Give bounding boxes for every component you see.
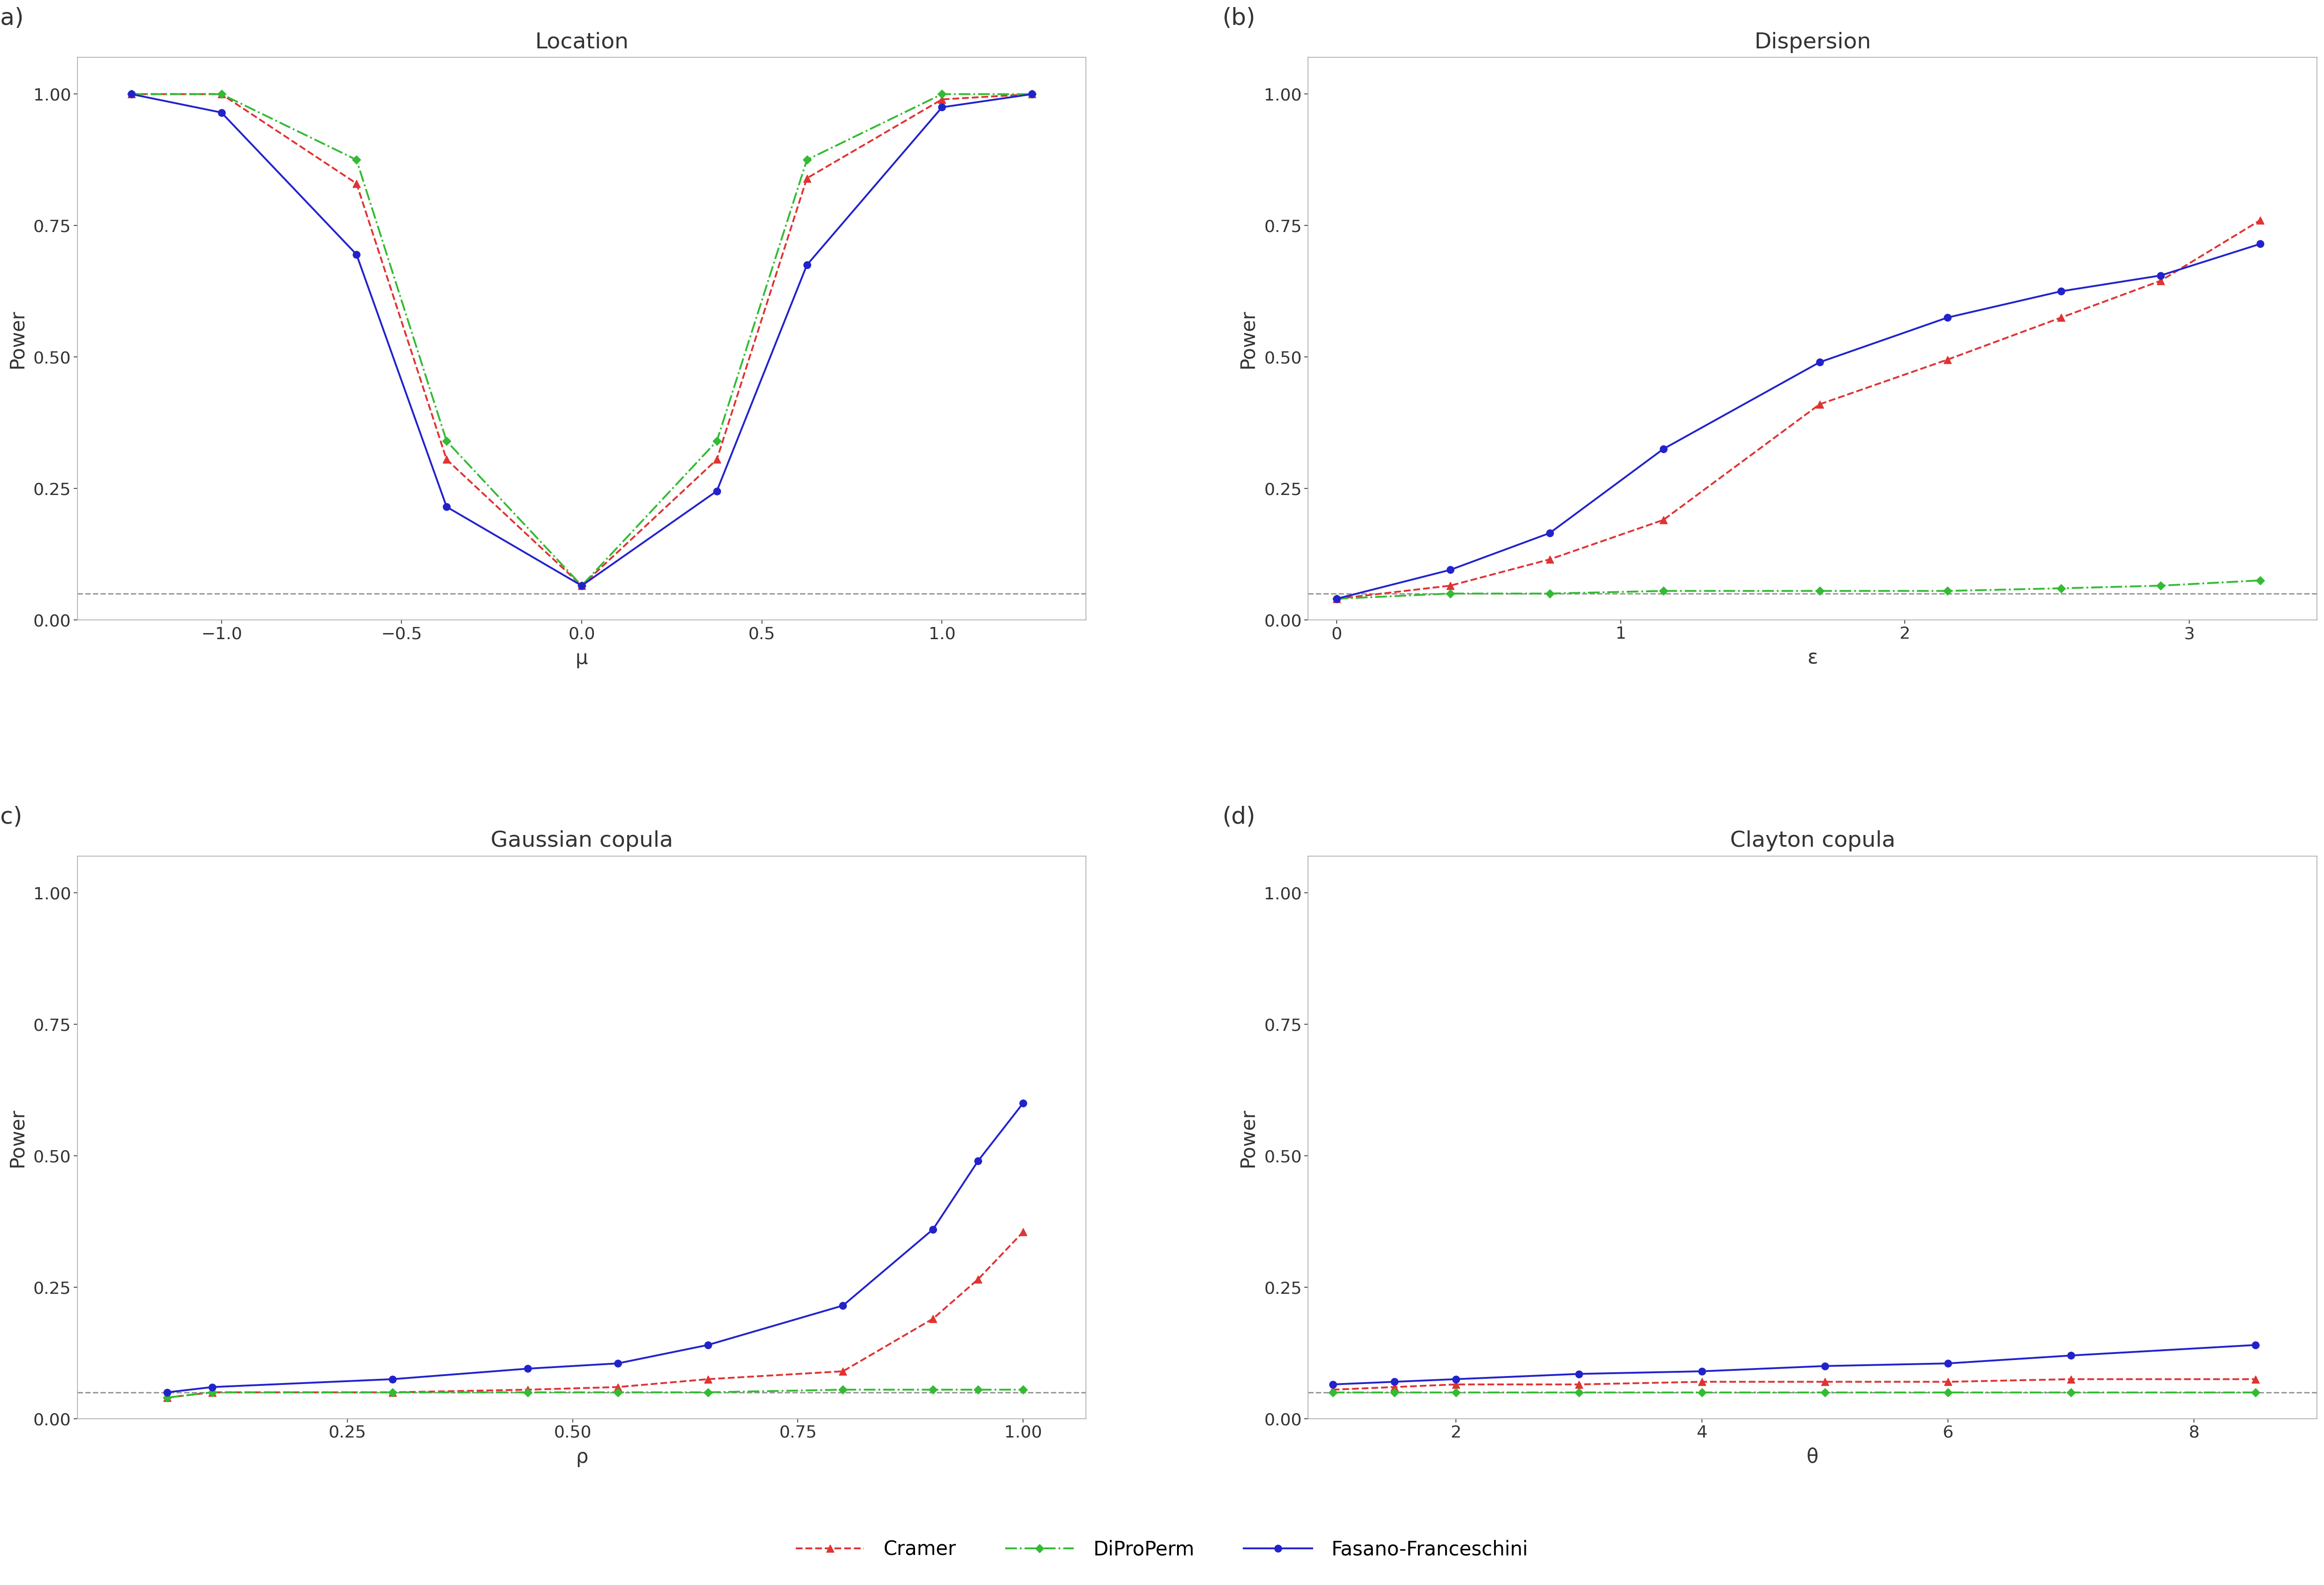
Text: (d): (d): [1222, 805, 1255, 827]
Title: Clayton copula: Clayton copula: [1729, 831, 1894, 851]
Text: (b): (b): [1222, 6, 1255, 29]
Y-axis label: Power: Power: [7, 1108, 28, 1167]
Y-axis label: Power: Power: [7, 309, 28, 368]
Title: Dispersion: Dispersion: [1755, 32, 1871, 52]
Text: (a): (a): [0, 6, 23, 29]
X-axis label: ε: ε: [1808, 648, 1817, 669]
X-axis label: θ: θ: [1806, 1447, 1817, 1468]
Y-axis label: Power: Power: [1239, 309, 1257, 368]
X-axis label: μ: μ: [576, 648, 588, 669]
Legend: Cramer, DiProPerm, Fasano-Franceschini: Cramer, DiProPerm, Fasano-Franceschini: [788, 1533, 1536, 1568]
Title: Gaussian copula: Gaussian copula: [490, 831, 674, 851]
Y-axis label: Power: Power: [1239, 1108, 1257, 1167]
X-axis label: ρ: ρ: [576, 1447, 588, 1468]
Text: (c): (c): [0, 805, 23, 827]
Title: Location: Location: [535, 32, 627, 52]
